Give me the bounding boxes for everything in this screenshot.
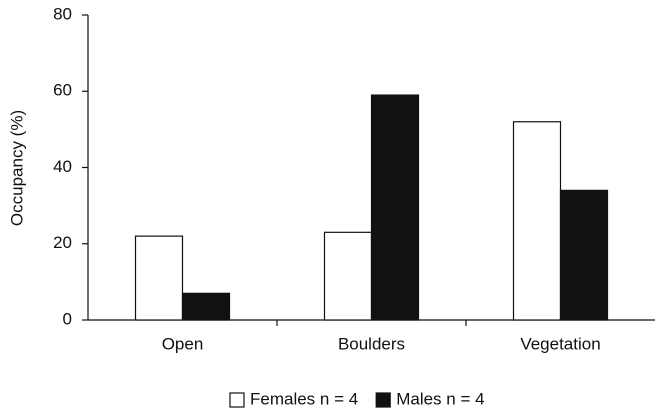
legend-swatch (229, 392, 245, 408)
bar (370, 94, 420, 321)
legend-label: Females n = 4 (250, 389, 358, 408)
bar (323, 231, 373, 321)
y-tick-label: 20 (53, 233, 72, 252)
bar (181, 292, 231, 321)
legend-swatch (375, 392, 391, 408)
y-tick-label: 60 (53, 81, 72, 100)
bar (134, 235, 184, 321)
y-axis-label: Occupancy (%) (7, 110, 26, 226)
y-tick-label: 0 (63, 309, 72, 328)
x-tick-label: Boulders (338, 334, 405, 353)
x-tick-label: Open (162, 334, 204, 353)
x-tick-label: Vegetation (520, 334, 600, 353)
y-tick-label: 80 (53, 4, 72, 23)
y-tick-label: 40 (53, 157, 72, 176)
bar (559, 189, 609, 321)
bar (512, 121, 562, 321)
legend-label: Males n = 4 (396, 389, 484, 408)
